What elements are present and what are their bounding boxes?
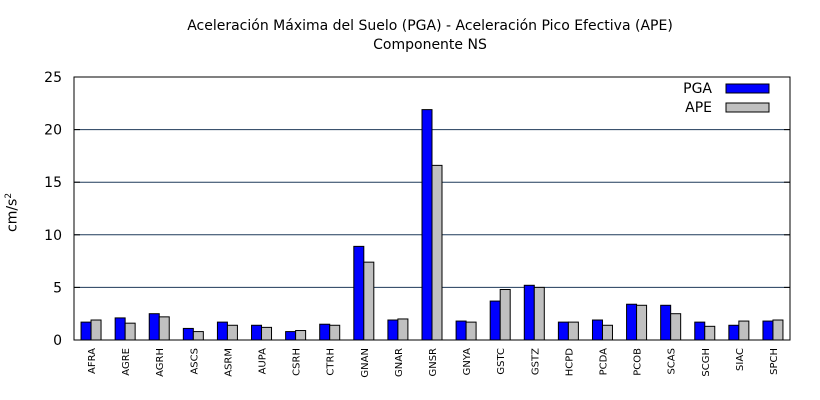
- bar-pga: [523, 284, 535, 341]
- x-tick-label: PCOB: [633, 348, 644, 376]
- bar-pga: [251, 324, 263, 341]
- bar-pga: [626, 303, 638, 341]
- bar-ape: [261, 326, 273, 341]
- bar-pga: [148, 313, 160, 341]
- bar-ape: [670, 313, 682, 341]
- bar-pga: [114, 317, 126, 341]
- bar-ape: [636, 304, 648, 341]
- bar-ape: [567, 321, 579, 341]
- bar-pga: [728, 324, 740, 341]
- bar-pga: [694, 321, 706, 341]
- x-tick-label: CSRH: [292, 348, 303, 376]
- bar-ape: [465, 321, 477, 341]
- bar-ape: [738, 320, 750, 341]
- bar-pga: [80, 321, 92, 341]
- x-tick-label: GSTZ: [530, 348, 541, 375]
- legend-swatch: [725, 102, 770, 113]
- x-tick-label: SCAS: [667, 348, 678, 375]
- y-tick-label: 10: [44, 228, 62, 244]
- legend-swatch: [725, 83, 770, 94]
- x-tick-label: AUPA: [258, 348, 269, 375]
- bar-ape: [397, 318, 409, 341]
- bar-pga: [421, 109, 433, 341]
- x-tick-label: SIAC: [735, 348, 746, 371]
- bar-ape: [90, 319, 102, 341]
- x-tick-label: GSTC: [496, 348, 507, 375]
- y-tick-label: 15: [44, 175, 62, 191]
- y-tick-label: 5: [53, 280, 62, 296]
- bar-ape: [601, 324, 613, 341]
- bar-pga: [216, 321, 228, 341]
- x-tick-label: SPCH: [769, 348, 780, 375]
- bar-ape: [533, 286, 545, 341]
- bar-ape: [226, 324, 238, 341]
- y-tick-label: 20: [44, 123, 62, 139]
- bar-pga: [387, 319, 399, 341]
- y-tick-label: 0: [53, 333, 62, 349]
- x-tick-label: GNSR: [428, 348, 439, 377]
- x-tick-label: ASCS: [189, 348, 200, 375]
- legend-label: PGA: [683, 81, 712, 97]
- bar-pga: [182, 327, 194, 341]
- bar-ape: [329, 324, 341, 341]
- x-tick-label: AGRE: [121, 348, 132, 376]
- bar-pga: [489, 300, 501, 341]
- bar-ape: [124, 322, 136, 341]
- bar-ape: [704, 325, 716, 341]
- bar-ape: [363, 261, 375, 341]
- x-tick-label: CTRH: [326, 348, 337, 376]
- x-tick-label: GNYA: [462, 348, 473, 376]
- bar-ape: [192, 331, 204, 341]
- bar-ape: [499, 289, 511, 341]
- bar-pga: [660, 304, 672, 341]
- bar-pga: [591, 319, 603, 341]
- x-tick-label: GNAN: [360, 348, 371, 378]
- chart-subtitle: Componente NS: [373, 37, 487, 53]
- bar-pga: [455, 320, 467, 341]
- y-tick-label: 25: [44, 70, 62, 86]
- bar-ape: [158, 316, 170, 341]
- x-tick-label: AFRA: [87, 348, 98, 374]
- x-tick-label: GNAR: [394, 348, 405, 377]
- x-tick-label: SCGH: [701, 348, 712, 377]
- x-tick-label: PCDA: [598, 348, 609, 376]
- bar-pga: [319, 323, 331, 341]
- bar-ape: [772, 319, 784, 341]
- x-tick-label: ASRM: [223, 348, 234, 377]
- x-tick-label: HCPD: [564, 348, 575, 377]
- bar-ape: [295, 330, 307, 341]
- chart-title: Aceleración Máxima del Suelo (PGA) - Ace…: [187, 18, 673, 34]
- legend-label: APE: [685, 100, 712, 116]
- bar-pga: [557, 321, 569, 341]
- bar-pga: [353, 245, 365, 341]
- bar-pga: [762, 320, 774, 341]
- bar-ape: [431, 164, 443, 341]
- bar-pga: [285, 331, 297, 341]
- x-tick-label: AGRH: [155, 348, 166, 377]
